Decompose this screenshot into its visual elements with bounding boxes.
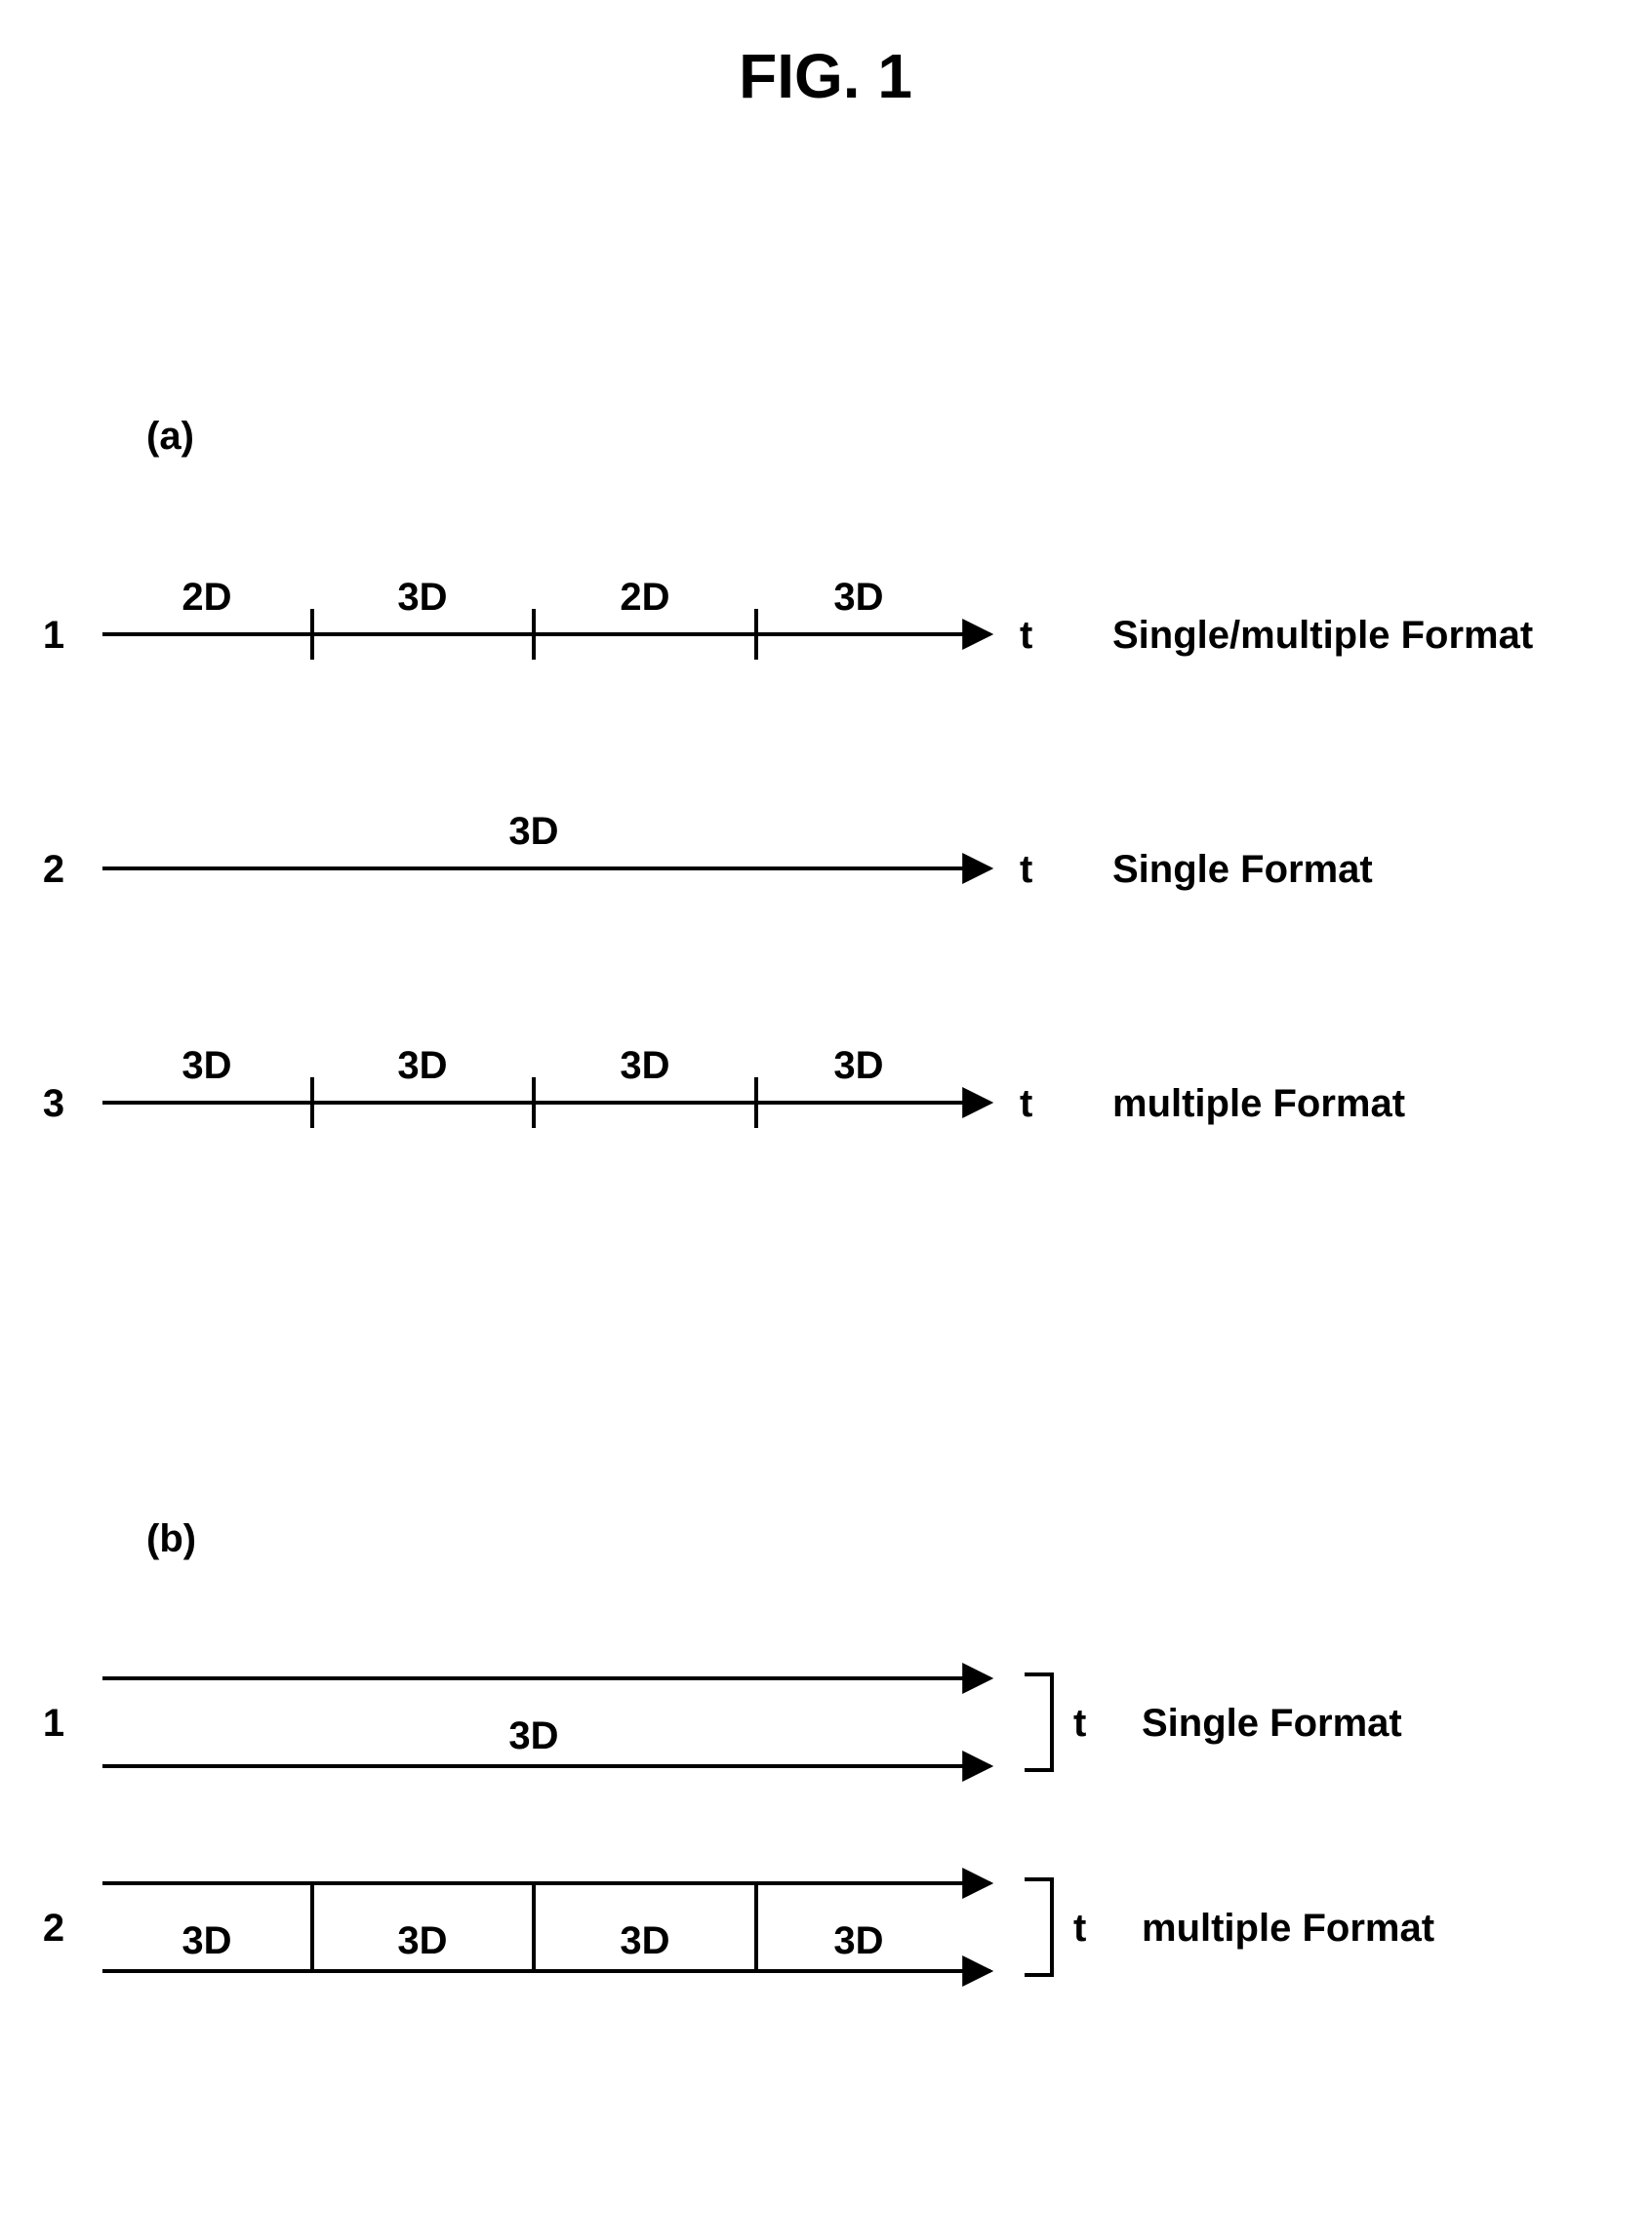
segment-label: 3D	[508, 810, 558, 853]
panel-a-label: (a)	[146, 415, 194, 458]
row-description: Single/multiple Format	[1112, 614, 1533, 657]
t-label: t	[1020, 848, 1032, 891]
segment-label: 2D	[620, 576, 669, 619]
row-index: 1	[43, 1702, 64, 1745]
panel-b-label: (b)	[146, 1517, 196, 1560]
bracket-icon	[1025, 1879, 1052, 1975]
dynamic-content: 1 2D 3D 2D 3D t Single/multiple Format 2 3D t Sing…	[43, 576, 1533, 1975]
row-index: 3	[43, 1082, 64, 1125]
t-label: t	[1073, 1702, 1086, 1745]
row-index: 1	[43, 614, 64, 657]
row-index: 2	[43, 848, 64, 891]
segment-label: 3D	[181, 1044, 231, 1087]
row-description: multiple Format	[1112, 1082, 1405, 1125]
segment-label: 3D	[508, 1714, 558, 1757]
row-description: multiple Format	[1142, 1907, 1434, 1950]
segment-label: 3D	[181, 1919, 231, 1962]
segment-label: 3D	[833, 1919, 883, 1962]
segment-label: 3D	[397, 576, 447, 619]
row-index: 2	[43, 1907, 64, 1950]
segment-label: 2D	[181, 576, 231, 619]
row-description: Single Format	[1112, 848, 1373, 891]
segment-label: 3D	[833, 1044, 883, 1087]
figure-title: FIG. 1	[739, 41, 912, 111]
segment-label: 3D	[620, 1044, 669, 1087]
t-label: t	[1020, 1082, 1032, 1125]
t-label: t	[1020, 614, 1032, 657]
row-description: Single Format	[1142, 1702, 1402, 1745]
figure-1-svg: FIG. 1 (a) (b) 1 2D 3D 2D 3D t Single/multiple…	[0, 0, 1652, 2216]
segment-label: 3D	[397, 1044, 447, 1087]
t-label: t	[1073, 1907, 1086, 1950]
segment-label: 3D	[397, 1919, 447, 1962]
segment-label: 3D	[620, 1919, 669, 1962]
segment-label: 3D	[833, 576, 883, 619]
bracket-icon	[1025, 1674, 1052, 1770]
